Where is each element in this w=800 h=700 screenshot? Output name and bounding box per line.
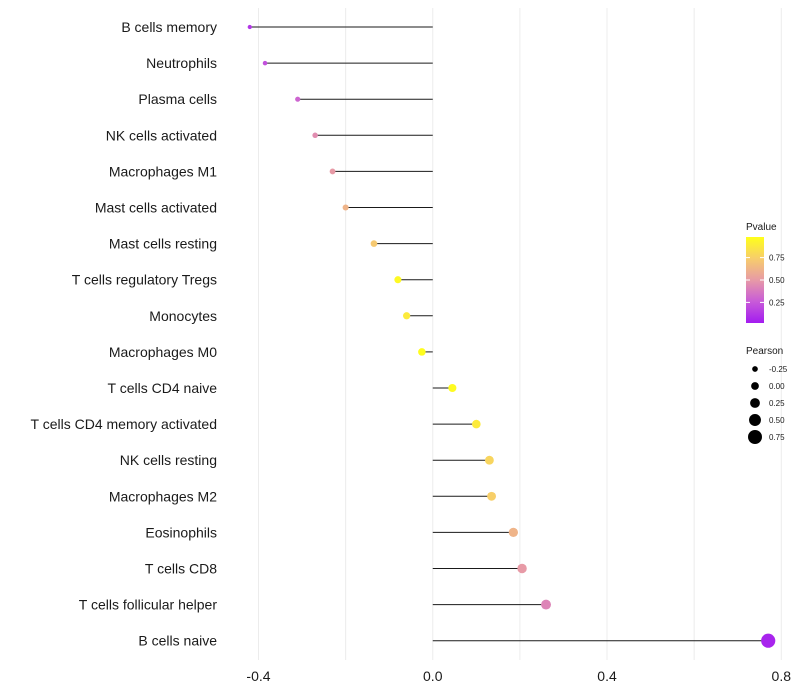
lollipop-segments: [249, 26, 769, 642]
category-label: Macrophages M0: [109, 344, 217, 360]
lollipop-point: [761, 633, 776, 648]
category-label: NK cells resting: [120, 452, 217, 468]
category-label: T cells CD4 naive: [108, 380, 218, 396]
lollipop-point: [448, 383, 457, 393]
lollipop-point: [484, 455, 494, 465]
pearson-legend-title: Pearson: [746, 346, 783, 357]
pearson-legend-key: [750, 398, 760, 408]
category-label: T cells CD4 memory activated: [31, 416, 217, 432]
lollipop-point: [312, 132, 318, 139]
pvalue-legend: Pvalue 0.25 0.50 0.75: [746, 222, 785, 323]
lollipop-point: [370, 240, 378, 247]
pearson-legend-label: 0.75: [769, 433, 785, 442]
lollipop-point: [262, 60, 268, 66]
category-label: Neutrophils: [146, 55, 217, 71]
x-tick-label: 0.8: [772, 668, 792, 684]
category-label: Macrophages M2: [109, 488, 217, 504]
category-labels: B cells memory Neutrophils Plasma cells NK …: [31, 19, 218, 649]
category-label: Eosinophils: [145, 524, 217, 540]
pearson-legend-key: [749, 414, 761, 426]
pearson-legend-key: [751, 382, 759, 390]
category-label: T cells follicular helper: [79, 597, 218, 613]
pearson-legend-label: 0.00: [769, 382, 785, 391]
pearson-legend: Pearson -0.25 0.00 0.25 0.50 0.75: [746, 346, 788, 444]
lollipop-point: [472, 419, 481, 429]
pvalue-legend-tick-label: 0.75: [769, 254, 785, 263]
category-label: Mast cells activated: [95, 200, 217, 216]
pearson-legend-key: [748, 430, 762, 444]
lollipop-point: [394, 276, 402, 284]
lollipop-point: [342, 204, 349, 211]
pvalue-colorbar: [746, 237, 764, 323]
lollipop-point: [541, 599, 551, 610]
x-tick-label: 0.4: [597, 668, 617, 684]
lollipop-point: [295, 96, 301, 102]
category-label: Monocytes: [149, 308, 217, 324]
lollipop-point: [508, 527, 518, 538]
category-label: Macrophages M1: [109, 163, 217, 179]
x-tick-label: -0.4: [246, 668, 270, 684]
category-label: Plasma cells: [138, 91, 217, 107]
pearson-legend-key: [752, 366, 758, 372]
category-label: Mast cells resting: [109, 236, 217, 252]
category-label: B cells naive: [138, 633, 217, 649]
pvalue-legend-tick-label: 0.50: [769, 276, 785, 285]
pvalue-legend-title: Pvalue: [746, 222, 777, 233]
pearson-legend-label: 0.25: [769, 399, 785, 408]
category-label: B cells memory: [121, 19, 217, 35]
lollipop-point: [402, 312, 411, 320]
category-label: T cells CD8: [145, 561, 217, 577]
lollipop-points: [247, 24, 776, 648]
lollipop-point: [247, 24, 252, 30]
pearson-legend-label: -0.25: [769, 365, 788, 374]
category-label: T cells regulatory Tregs: [72, 272, 217, 288]
lollipop-point: [517, 563, 527, 574]
pearson-legend-label: 0.50: [769, 416, 785, 425]
lollipop-point: [418, 348, 426, 356]
lollipop-point: [329, 168, 336, 175]
category-label: NK cells activated: [106, 127, 217, 143]
x-tick-label: 0.0: [423, 668, 443, 684]
grid-lines: [257, 8, 782, 660]
pvalue-legend-tick-label: 0.25: [769, 298, 785, 307]
x-axis-tick-labels: -0.4 0.0 0.4 0.8: [246, 668, 791, 684]
lollipop-point: [487, 491, 497, 501]
